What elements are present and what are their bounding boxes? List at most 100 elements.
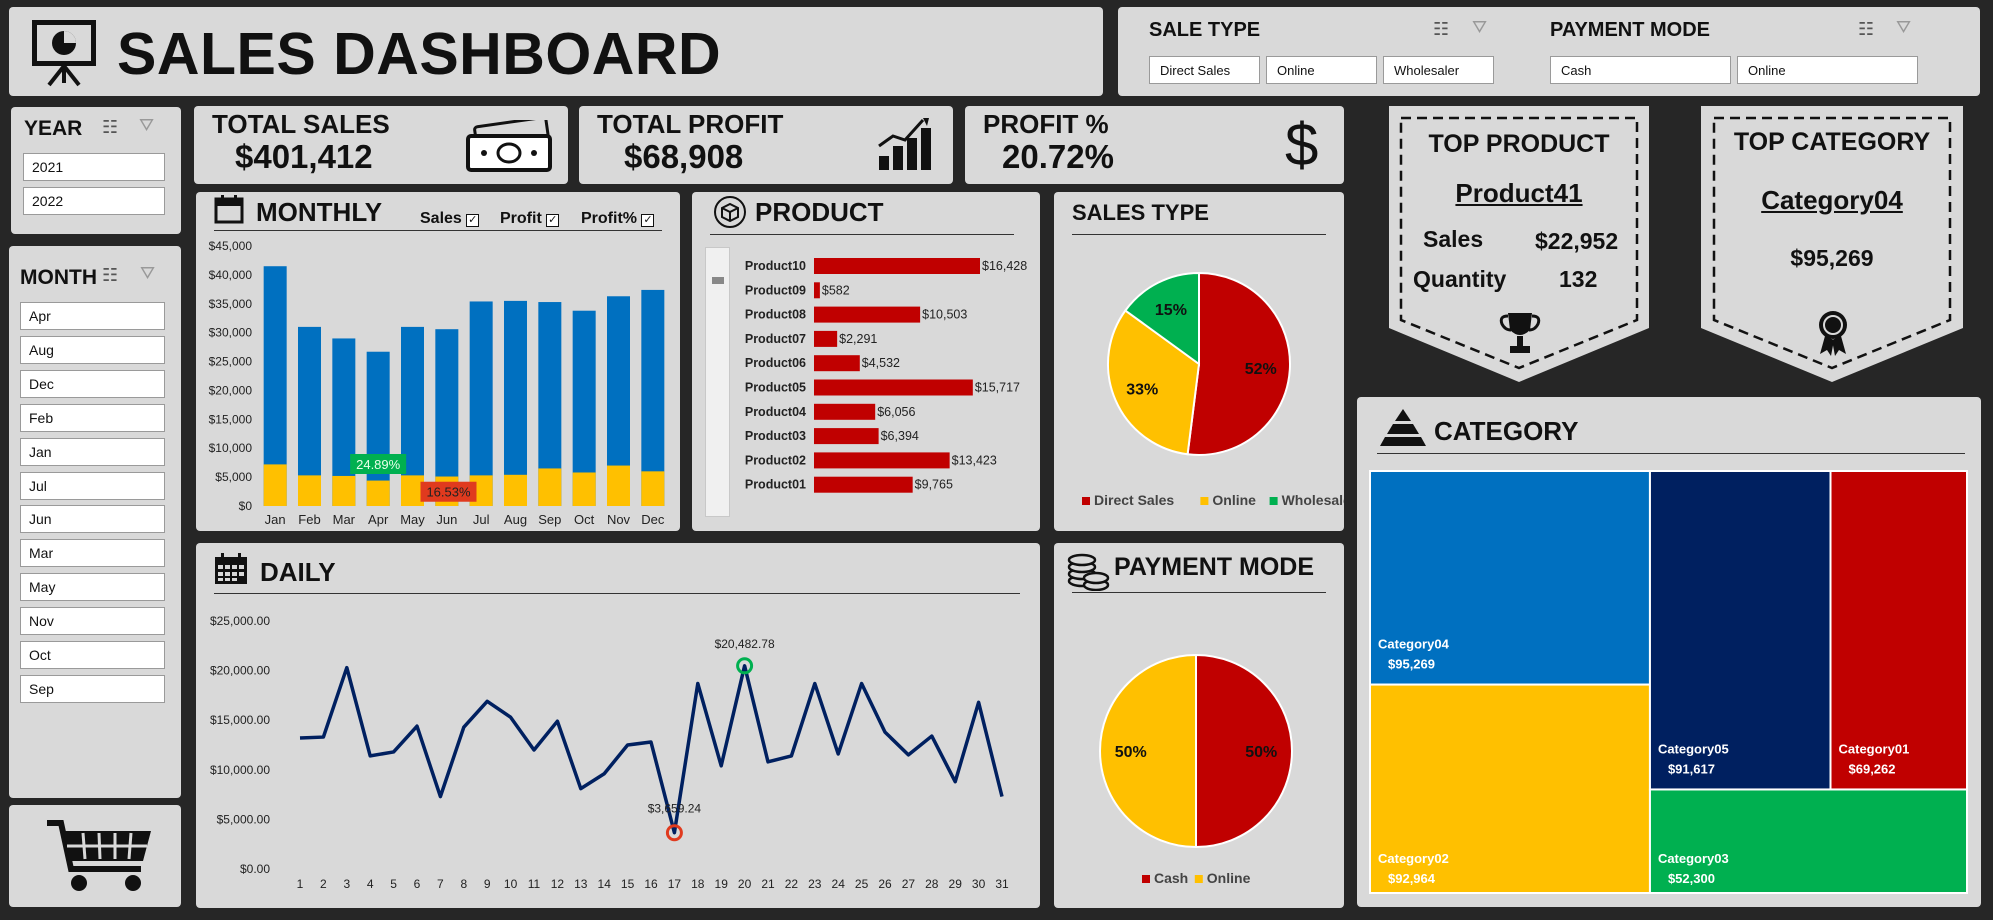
toggle-label: Profit	[500, 210, 542, 227]
title-underline	[710, 234, 1014, 235]
top-product-quantity-label: Quantity	[1413, 266, 1507, 292]
y-tick-label: $15,000.00	[210, 713, 270, 727]
calendar-grid-icon	[215, 553, 247, 584]
x-tick-label: 15	[621, 877, 635, 891]
month-option[interactable]: Feb	[20, 403, 165, 432]
treemap-value-label: $52,300	[1668, 871, 1715, 886]
treemap-category-label: Category05	[1658, 741, 1729, 756]
month-option[interactable]: Jan	[20, 437, 165, 466]
checkbox-checked-icon[interactable]: ✓	[546, 214, 560, 227]
checkbox-checked-icon[interactable]: ✓	[466, 214, 480, 227]
sale-type-slicer-title: SALE TYPE	[1149, 19, 1261, 41]
clear-filter-icon[interactable]: ⛛	[1896, 17, 1912, 37]
max-data-label: $20,482.78	[715, 637, 775, 651]
clear-filter-icon[interactable]: ⛛	[139, 115, 155, 135]
x-tick-label: May	[400, 512, 425, 527]
checkbox-checked-icon[interactable]: ✓	[641, 214, 655, 227]
product-label: Product03	[745, 429, 806, 443]
kpi-value: 20.72%	[1002, 138, 1114, 175]
multi-select-icon[interactable]: ☷	[1858, 19, 1875, 39]
payment-option[interactable]: Online	[1737, 56, 1918, 84]
sale-type-option[interactable]: Wholesaler	[1383, 56, 1494, 84]
x-tick-label: 12	[551, 877, 565, 891]
x-tick-label: 14	[598, 877, 612, 891]
top-category-value: $95,269	[1790, 245, 1874, 271]
multi-select-icon[interactable]: ☷	[1433, 19, 1450, 39]
y-tick-label: $20,000.00	[210, 664, 270, 678]
product-panel: PRODUCT Product10 $16,428 Product09 $582 Pro…	[692, 192, 1040, 531]
month-option[interactable]: Sep	[20, 674, 165, 703]
toggle-sales[interactable]: Sales ✓	[420, 210, 480, 228]
x-tick-label: 10	[504, 877, 518, 891]
product-chart: Product10 $16,428 Product09 $582 Product08 $1…	[745, 258, 1027, 493]
product-value-label: $10,503	[922, 308, 967, 322]
y-tick-label: $10,000.00	[210, 763, 270, 777]
coins-icon	[1067, 553, 1110, 591]
kpi-total-profit: TOTAL PROFIT $68,908	[579, 106, 953, 184]
y-tick-label: $45,000	[209, 239, 253, 253]
top-product-badge: TOP PRODUCT Product41 Sales $22,952 Quan…	[1389, 106, 1649, 386]
year-option[interactable]: 2021	[23, 153, 165, 181]
kpi-label: PROFIT %	[983, 109, 1109, 139]
sales-type-chart: 52% 33% 15% Direct Sales Online Wholesaler	[1082, 271, 1344, 508]
legend-swatch	[1082, 497, 1090, 505]
title-underline	[214, 593, 1020, 594]
month-option[interactable]: Dec	[20, 369, 165, 398]
x-tick-label: 22	[785, 877, 799, 891]
cart-panel	[9, 805, 181, 907]
sales-type-panel: SALES TYPE 52% 33% 15% Direct Sales Online Wh…	[1054, 192, 1344, 531]
pie-data-label: 50%	[1115, 744, 1147, 761]
y-tick-label: $30,000	[209, 326, 253, 340]
sales-bar	[641, 289, 665, 506]
year-option[interactable]: 2022	[23, 187, 165, 215]
x-tick-label: 23	[808, 877, 822, 891]
product-label: Product10	[745, 259, 806, 273]
sale-type-option[interactable]: Direct Sales	[1149, 56, 1260, 84]
toggle-profit-pct[interactable]: Profit% ✓	[581, 210, 655, 228]
x-tick-label: 2	[320, 877, 327, 891]
payment-option[interactable]: Cash	[1550, 56, 1731, 84]
month-option[interactable]: Jun	[20, 505, 165, 534]
scrollbar-thumb[interactable]	[712, 277, 724, 284]
month-option[interactable]: Oct	[20, 641, 165, 669]
profit-bar	[607, 465, 630, 506]
badge-shape	[1701, 106, 1963, 382]
top-product-title: TOP PRODUCT	[1428, 130, 1610, 158]
title-underline	[1072, 592, 1326, 593]
treemap-cell	[1648, 788, 1968, 895]
product-label: Product05	[745, 381, 806, 395]
month-option[interactable]: Apr	[20, 302, 165, 330]
x-tick-label: 7	[437, 877, 444, 891]
product-scrollbar[interactable]	[705, 247, 730, 517]
month-option[interactable]: Aug	[20, 335, 165, 364]
treemap-cell	[1829, 470, 1968, 791]
clear-filter-icon[interactable]: ⛛	[140, 263, 156, 283]
toggle-profit[interactable]: Profit ✓	[500, 210, 560, 228]
multi-select-icon[interactable]: ☷	[102, 117, 119, 137]
x-tick-label: 3	[343, 877, 350, 891]
x-tick-label: 5	[390, 877, 397, 891]
x-tick-label: 6	[414, 877, 421, 891]
x-tick-label: 19	[715, 877, 729, 891]
multi-select-icon[interactable]: ☷	[102, 265, 119, 285]
page-title: SALES DASHBOARD	[117, 21, 722, 87]
x-tick-label: 28	[925, 877, 939, 891]
sale-type-option[interactable]: Online	[1266, 56, 1377, 84]
month-option[interactable]: May	[20, 573, 165, 602]
x-tick-label: 13	[574, 877, 588, 891]
x-tick-label: 18	[691, 877, 705, 891]
treemap-cell	[1369, 470, 1651, 686]
y-tick-label: $15,000	[209, 412, 253, 426]
x-tick-label: Mar	[333, 512, 356, 527]
top-category-badge: TOP CATEGORY Category04 $95,269	[1701, 106, 1963, 386]
month-option[interactable]: Jul	[20, 471, 165, 500]
pie-data-label: 52%	[1245, 361, 1277, 378]
clear-filter-icon[interactable]: ⛛	[1472, 17, 1488, 37]
month-option[interactable]: Mar	[20, 539, 165, 568]
profit-bar	[332, 475, 356, 506]
product-value-label: $15,717	[975, 381, 1020, 395]
top-product-name: Product41	[1455, 178, 1583, 208]
x-tick-label: 24	[832, 877, 846, 891]
pie-slice	[1186, 271, 1291, 456]
month-option[interactable]: Nov	[20, 607, 165, 636]
